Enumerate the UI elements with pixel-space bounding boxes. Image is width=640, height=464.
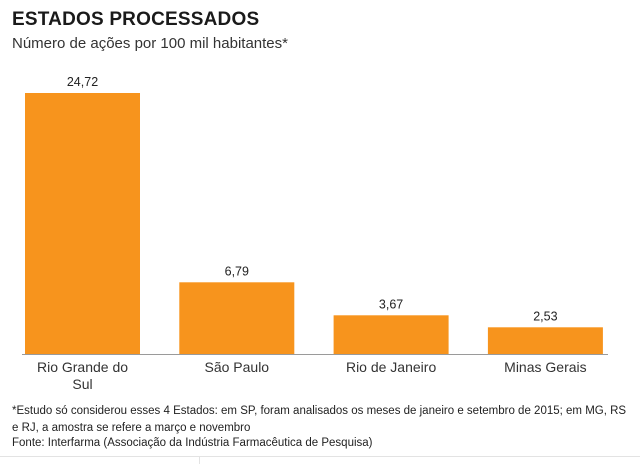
source-note: Fonte: Interfarma (Associação da Indústr… [12, 437, 373, 449]
bar [179, 282, 295, 354]
bar-value-label: 24,72 [67, 75, 98, 89]
bar [333, 315, 449, 354]
footnote: *Estudo só considerou esses 4 Estados: e… [12, 405, 627, 434]
category-label: Minas Gerais [504, 359, 586, 375]
bar-value-label: 3,67 [379, 297, 403, 311]
chart-title: ESTADOS PROCESSADOS [12, 9, 260, 30]
bar [487, 327, 603, 354]
category-label: São Paulo [204, 359, 269, 375]
bottom-divider-tick [199, 456, 200, 464]
bar-value-label: 6,79 [225, 264, 249, 278]
bar [25, 93, 140, 354]
category-label: Sul [72, 376, 92, 392]
category-label: Rio Grande do [37, 359, 128, 375]
bar-value-label: 2,53 [533, 309, 557, 323]
chart-subtitle: Número de ações por 100 mil habitantes* [12, 35, 288, 52]
bottom-divider [0, 456, 640, 457]
category-label: Rio de Janeiro [346, 359, 436, 375]
